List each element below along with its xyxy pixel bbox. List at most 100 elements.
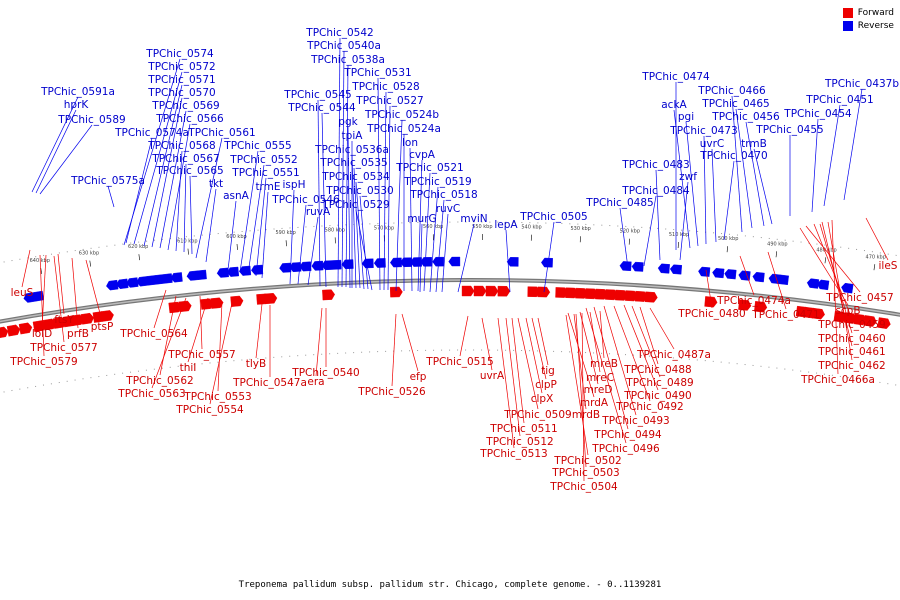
label-tpchic-0554: TPChic_0554 [175,404,244,416]
leader-tpchic-0509 [517,317,539,410]
reverse-gene-arrow [136,276,149,287]
leader-tpchic-0518 [435,199,445,293]
label-pgi: pgi [678,111,694,123]
leader-tpchic-0540a [341,50,345,288]
leader-asna [227,200,237,271]
leader-tpchic-0466 [731,95,743,233]
reverse-gene-arrow [669,264,683,275]
leader-tpchic-0524b [395,119,403,292]
forward-gene-arrow [754,301,768,313]
label-lon: lon [402,137,418,149]
tick-label: 540 kbp [521,225,541,231]
leader-mrda [567,312,595,398]
leader-leus [21,249,31,288]
leader-trmb [753,148,773,225]
leader-era [315,307,323,377]
tick-label: 570 kbp [374,225,394,231]
forward-gene-arrow [210,297,224,309]
reverse-gene-arrow [410,257,422,267]
leader-tpchic-0538a [345,64,349,288]
forward-swatch [842,8,853,18]
forward-gene-arrow [230,295,244,307]
label-tpchic-0545: TPChic_0545 [283,89,351,101]
tick-mark [236,243,238,250]
leader-tpchic-0568 [175,150,183,252]
label-isph: ispH [283,179,306,191]
label-mrdb: mrdB [572,409,600,421]
label-tpchic-0502: TPChic_0502 [553,455,621,467]
gene-arrows [0,256,891,338]
leader-tpchic-0483 [655,169,661,261]
label-scpb: scpB [835,305,860,317]
reverse-gene-arrow [389,257,402,268]
label-tpchic-0466a: TPChic_0466a [800,374,875,386]
leader-tpchic-0546 [297,204,307,285]
label-mrda: mrdA [580,397,609,409]
tick-label: 610 kbp [177,239,197,245]
leader-tpchic-0534 [355,181,365,290]
label-tpchic-0589: TPChic_0589 [57,114,125,126]
leader-tpchic-0553 [217,301,223,392]
label-tpchic-0505: TPChic_0505 [519,211,587,223]
leader-tpchic-0513 [497,317,515,449]
leader-tpchic-0530 [359,195,369,290]
label-tpchic-0557: TPChic_0557 [167,349,235,361]
label-tpchic-0518: TPChic_0518 [409,189,477,201]
label-zwf: zwf [679,171,697,183]
forward-gene-arrow [537,286,551,298]
leader-tpchic-0563 [151,297,187,389]
label-tpchic-0538a: TPChic_0538a [310,54,385,66]
leader-tpchic-0451 [823,104,841,207]
reverse-gene-arrow [541,257,553,268]
reverse-gene-arrow [657,263,670,274]
label-tpchic-0474a: TPChic_0474a [716,295,791,307]
tick-label: 600 kbp [226,234,246,240]
reverse-gene-arrow [738,270,751,281]
tick-label: 580 kbp [325,227,345,233]
label-tpchic-0496: TPChic_0496 [591,443,660,455]
reverse-gene-arrow [420,257,433,267]
tick-marks: 470 kbp 480 kbp 490 kbp 500 kbp 510 kbp 520 k… [30,224,886,274]
leader-prfb [71,257,79,329]
label-tpia: tpiA [342,130,364,142]
forward-gene-arrow [264,293,278,305]
label-clpp: clpP [535,379,557,391]
label-clpx: clpX [531,393,554,405]
label-tkt: tkt [209,178,223,190]
leader-murg [419,223,423,293]
leader-ptsp [85,259,103,322]
leader-tpchic-0567 [183,163,187,253]
label-ftsy: ftsY [54,314,74,326]
reverse-gene-arrow [23,292,36,303]
label-tpchic-0553: TPChic_0553 [183,391,251,403]
leader-tpchic-0471 [767,251,787,310]
label-tpchic-0591a: TPChic_0591a [40,86,115,98]
label-tpchic-0487a: TPChic_0487a [636,349,711,361]
label-uvra: uvrA [480,370,505,382]
tick-label: 520 kbp [620,229,640,235]
label-tpchic-0530: TPChic_0530 [325,185,393,197]
label-tpchic-0503: TPChic_0503 [551,467,619,479]
leader-tpchic-0490 [623,304,659,391]
label-acka: ackA [661,99,687,111]
reverse-gene-arrow [432,256,445,267]
leader-acka [673,109,691,249]
tick-label: 640 kbp [30,258,50,264]
leader-tpchic-0465 [735,108,753,229]
label-tpchic-0540: TPChic_0540 [291,367,359,379]
label-tpchic-0513: TPChic_0513 [479,448,547,460]
label-lold: lolD [32,328,52,340]
label-tpchic-0571: TPChic_0571 [147,74,215,86]
leader-tpchic-0512 [505,317,521,437]
leader-tpchic-0503 [575,313,587,468]
tick-mark [873,264,876,271]
forward-gene-arrow [178,300,192,313]
label-era: era [307,376,324,388]
label-mvin: mviN [460,213,487,225]
label-tpchic-0563: TPChic_0563 [117,388,185,400]
label-hprk: hprK [64,99,90,111]
label-mred: mreD [584,384,613,396]
leader-iles [865,217,889,261]
